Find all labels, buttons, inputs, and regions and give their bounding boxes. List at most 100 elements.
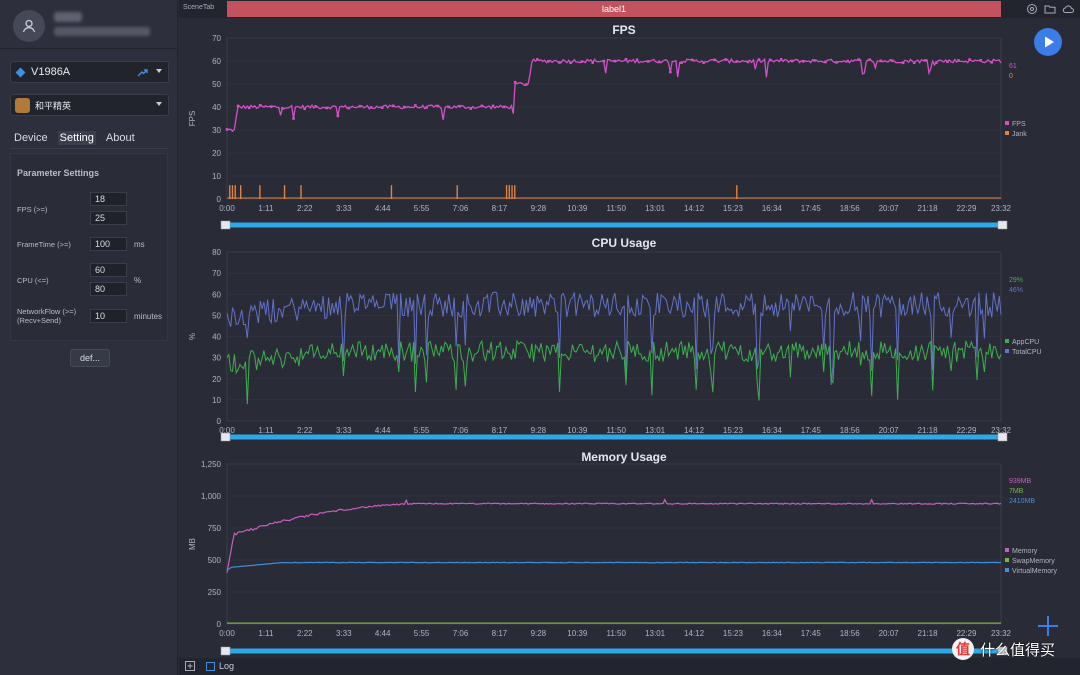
frametime-unit: ms xyxy=(134,240,145,249)
x-tick-label: 14:12 xyxy=(684,426,705,435)
y-tick-label: 0 xyxy=(217,620,222,629)
chart-title: Memory Usage xyxy=(581,450,667,464)
tab-setting[interactable]: Setting xyxy=(57,131,96,145)
bottom-bar: Log xyxy=(179,658,1080,675)
app-select[interactable]: 和平精英 xyxy=(10,94,169,116)
play-button[interactable] xyxy=(1034,28,1062,56)
y-tick-label: 40 xyxy=(212,103,221,112)
x-tick-label: 13:01 xyxy=(645,204,666,213)
cpu-max-input[interactable] xyxy=(90,282,127,296)
scene-label-bar[interactable]: label1 xyxy=(227,1,1001,17)
device-name: V1986A xyxy=(31,66,71,78)
y-tick-label: 70 xyxy=(212,269,221,278)
x-tick-label: 15:23 xyxy=(723,426,744,435)
chevron-down-icon[interactable] xyxy=(156,69,162,73)
device-select[interactable]: V1986A xyxy=(10,61,169,83)
data-point-fps xyxy=(414,104,417,107)
legend-label: AppCPU xyxy=(1012,339,1039,346)
user-name-blurred xyxy=(54,12,82,22)
data-point-fps xyxy=(680,61,683,65)
data-point-fps xyxy=(624,57,628,61)
y-tick-label: 20 xyxy=(212,375,221,384)
range-slider-handle-left xyxy=(220,432,231,442)
range-slider xyxy=(223,222,1005,228)
data-point-fps xyxy=(890,59,894,62)
range-slider xyxy=(223,648,1005,654)
networkflow-input[interactable] xyxy=(90,309,127,323)
x-tick-label: 5:55 xyxy=(414,629,430,638)
data-point-fps xyxy=(946,60,949,64)
y-axis-label: FPS xyxy=(188,111,197,127)
cpu-unit: % xyxy=(134,276,142,285)
data-point-fps xyxy=(602,59,606,63)
x-tick-label: 3:33 xyxy=(336,629,352,638)
cloud-icon[interactable] xyxy=(1062,3,1074,15)
current-value-label: 939MB xyxy=(1009,478,1032,485)
panel-title: Parameter Settings xyxy=(17,168,100,178)
settings-icon[interactable] xyxy=(1026,3,1038,15)
data-point-fps xyxy=(580,60,583,63)
x-tick-label: 18:56 xyxy=(840,426,861,435)
data-point-fps xyxy=(923,59,927,62)
data-point-fps xyxy=(990,60,994,64)
legend-swatch xyxy=(1005,568,1009,572)
x-tick-label: 22:29 xyxy=(956,426,977,435)
data-point-fps xyxy=(358,104,362,108)
data-point-fps xyxy=(536,58,539,61)
range-slider-handle-right xyxy=(997,432,1008,442)
data-point-fps xyxy=(724,58,728,61)
tab-device[interactable]: Device xyxy=(14,132,48,144)
current-value-label: 0 xyxy=(1009,73,1013,80)
frametime-input[interactable] xyxy=(90,237,127,251)
x-tick-label: 7:06 xyxy=(453,426,469,435)
x-tick-label: 17:45 xyxy=(801,426,822,435)
x-tick-label: 4:44 xyxy=(375,426,391,435)
series-line-fps xyxy=(226,57,1002,133)
plus-icon[interactable] xyxy=(1036,614,1060,638)
settings-icon[interactable] xyxy=(137,67,148,78)
chart-title: CPU Usage xyxy=(591,236,657,250)
fps-min-input[interactable] xyxy=(90,192,127,206)
scene-tab[interactable]: SceneTab xyxy=(183,4,215,11)
tab-about[interactable]: About xyxy=(105,132,135,144)
fps-chart-plot: 0 10 20 30 40 50 60 70 0:00 1:11 2:22 3:33 4:44 5:55 7… xyxy=(188,34,1027,230)
data-point-fps xyxy=(380,106,384,109)
x-tick-label: 9:28 xyxy=(531,426,547,435)
data-point-fps xyxy=(336,114,340,118)
data-point-fps xyxy=(524,83,528,86)
user-profile[interactable] xyxy=(8,8,174,42)
cpu-chart: CPU Usage 0 10 20 30 40 50 60 70 80 0:00 1:11 2:22 3… xyxy=(179,232,1080,446)
current-value-label: 61 xyxy=(1009,63,1017,70)
data-point-fps xyxy=(491,104,495,108)
cpu-min-input[interactable] xyxy=(90,263,127,277)
y-tick-label: 60 xyxy=(212,290,221,299)
cpu-chart-plot: 0 10 20 30 40 50 60 70 80 0:00 1:11 2:22 3:33 4:44 5:5… xyxy=(188,248,1042,442)
range-slider-handle-right xyxy=(997,646,1008,656)
x-tick-label: 11:50 xyxy=(606,629,626,638)
x-tick-label: 0:00 xyxy=(219,629,235,638)
range-slider xyxy=(223,434,1005,440)
expand-icon[interactable] xyxy=(185,661,195,671)
sidebar-tabs: Device Setting About xyxy=(12,131,137,145)
x-tick-label: 16:34 xyxy=(762,426,783,435)
data-point-fps xyxy=(403,105,406,109)
y-tick-label: 10 xyxy=(212,396,221,405)
fps-target-input[interactable] xyxy=(90,211,127,225)
x-tick-label: 22:29 xyxy=(956,629,977,638)
avatar[interactable] xyxy=(13,10,45,42)
folder-icon[interactable] xyxy=(1044,3,1056,15)
x-tick-label: 1:11 xyxy=(258,629,274,638)
fps-chart: FPS 0 10 20 30 40 50 60 70 0:00 1:11 2:22 3:33 4:44 5… xyxy=(179,18,1080,232)
log-checkbox[interactable] xyxy=(206,662,215,671)
chevron-down-icon[interactable] xyxy=(156,102,162,106)
y-tick-label: 20 xyxy=(212,149,221,158)
data-point-fps xyxy=(347,106,351,110)
data-point-fps xyxy=(957,59,960,62)
series-line-totalcpu xyxy=(226,291,1002,386)
legend-swatch xyxy=(1005,349,1009,353)
frametime-label: FrameTime (>=) xyxy=(17,240,71,249)
default-button[interactable]: def... xyxy=(70,349,110,367)
x-tick-label: 20:07 xyxy=(879,204,900,213)
y-axis-label: MB xyxy=(188,538,197,550)
x-tick-label: 16:34 xyxy=(762,629,783,638)
